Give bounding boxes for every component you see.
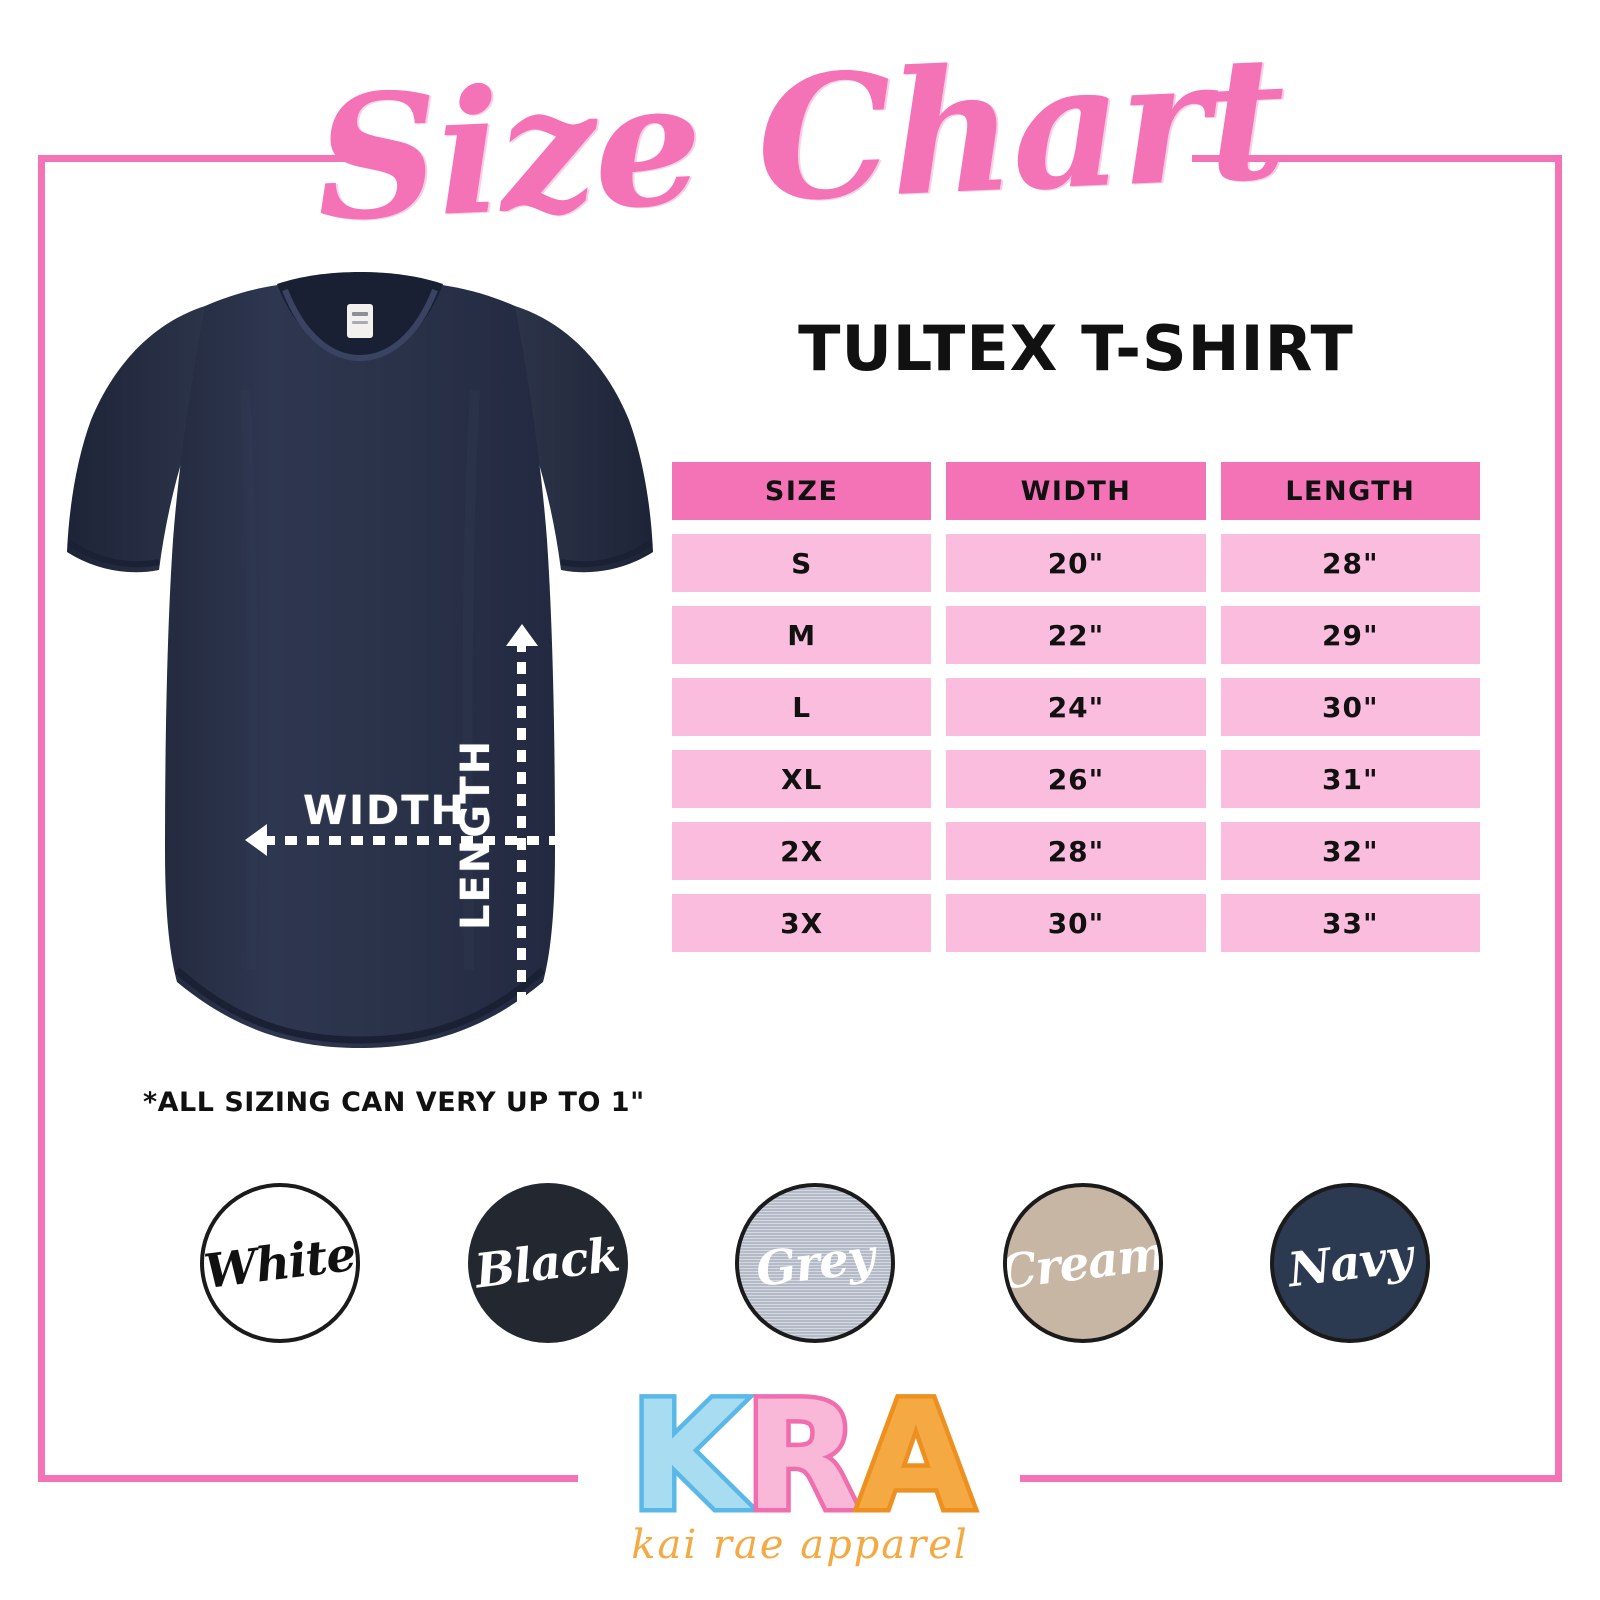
cell-size: S [672,534,932,592]
cell-length: 33" [1220,894,1480,952]
table-row: 3X 30" 33" [672,894,1480,952]
frame-border-top-left [38,155,400,162]
width-dashed-line [263,836,581,845]
table-row: XL 26" 31" [672,750,1480,808]
brand-logo-letter-a-fill: A [857,1369,974,1544]
cell-width: 20" [946,534,1206,592]
tshirt-collar-ribbing [282,288,438,362]
cell-width: 26" [946,750,1206,808]
table-row: S 20" 28" [672,534,1480,592]
brand-logo: K K R R A A kai rae apparel [560,1369,1040,1588]
width-measure-label: WIDTH [303,788,466,834]
tshirt-left-sleeve-hem [67,539,160,568]
tshirt-left-sleeve [67,306,207,573]
tshirt-right-sleeve-hem [560,539,653,568]
table-header-row: SIZE WIDTH LENGTH [672,462,1480,520]
size-table: SIZE WIDTH LENGTH S 20" 28" M 22" 29" L … [672,462,1480,966]
cell-width: 28" [946,822,1206,880]
page-title: Size Chart [311,17,1289,261]
frame-border-bottom-left [38,1475,578,1482]
length-dashed-line [517,640,526,1218]
cell-length: 31" [1220,750,1480,808]
brand-logo-letter-k-outline: K [626,1369,751,1544]
color-swatch-grey[interactable]: Grey [735,1183,895,1343]
cell-width: 24" [946,678,1206,736]
brand-logo-letter-a: A A [853,1369,978,1544]
cell-length: 28" [1220,534,1480,592]
brand-logo-letter-a-outline: A [853,1369,978,1544]
color-swatch-cream[interactable]: Cream [1002,1183,1163,1343]
tshirt-fabric-fold [240,389,258,971]
cell-width: 30" [946,894,1206,952]
color-swatch-label: Cream [1002,1225,1163,1301]
tshirt-illustration: WIDTH LENGTH [55,270,665,1228]
tshirt-body [165,280,555,1048]
tshirt-neck-tag-line [352,321,368,324]
color-swatch-label: Grey [753,1228,877,1298]
cell-length: 29" [1220,606,1480,664]
cell-size: XL [672,750,932,808]
cell-size: 2X [672,822,932,880]
brand-logo-letter-r: R R [740,1369,864,1544]
color-swatch-black[interactable]: Black [467,1183,628,1343]
column-header-length: LENGTH [1220,462,1480,520]
color-swatch-label: Navy [1285,1228,1415,1298]
brand-tagline: kai rae apparel [631,1522,969,1568]
color-swatch-label: White [201,1226,359,1300]
width-arrow-right-icon [577,824,599,856]
cell-size: L [672,678,932,736]
brand-logo-letter-k-fill: K [630,1369,746,1544]
cell-width: 22" [946,606,1206,664]
frame-border-right [1555,155,1562,1482]
length-measure-label: LENGTH [453,738,499,930]
tshirt-neck-tag-line [352,312,368,316]
color-swatch-label: Black [472,1226,623,1300]
table-row: L 24" 30" [672,678,1480,736]
frame-border-left [38,155,45,1482]
brand-logo-letters: K K R R A A [560,1369,1040,1544]
brand-logo-letter-k: K K [626,1369,751,1544]
tshirt-svg [67,272,653,1048]
tshirt-fabric-fold [462,389,480,971]
cell-length: 30" [1220,678,1480,736]
tshirt-hem [174,967,546,1044]
width-arrow-left-icon [245,824,267,856]
frame-border-top-right [1192,155,1562,162]
tshirt-right-sleeve [513,306,653,573]
cell-length: 32" [1220,822,1480,880]
sizing-disclaimer: *ALL SIZING CAN VERY UP TO 1" [143,1087,645,1118]
table-row: 2X 28" 32" [672,822,1480,880]
color-swatch-white[interactable]: White [200,1183,360,1343]
product-name-heading: TULTEX T-SHIRT [798,312,1354,385]
color-swatch-navy[interactable]: Navy [1270,1183,1430,1343]
brand-logo-letter-r-outline: R [740,1369,864,1544]
frame-border-bottom-right [1020,1475,1562,1482]
length-arrow-up-icon [506,624,538,646]
column-header-size: SIZE [672,462,932,520]
column-header-width: WIDTH [946,462,1206,520]
color-swatch-row: White Black Grey Cream Navy [200,1183,1430,1343]
table-row: M 22" 29" [672,606,1480,664]
cell-size: M [672,606,932,664]
brand-logo-letter-r-fill: R [744,1369,859,1544]
cell-size: 3X [672,894,932,952]
